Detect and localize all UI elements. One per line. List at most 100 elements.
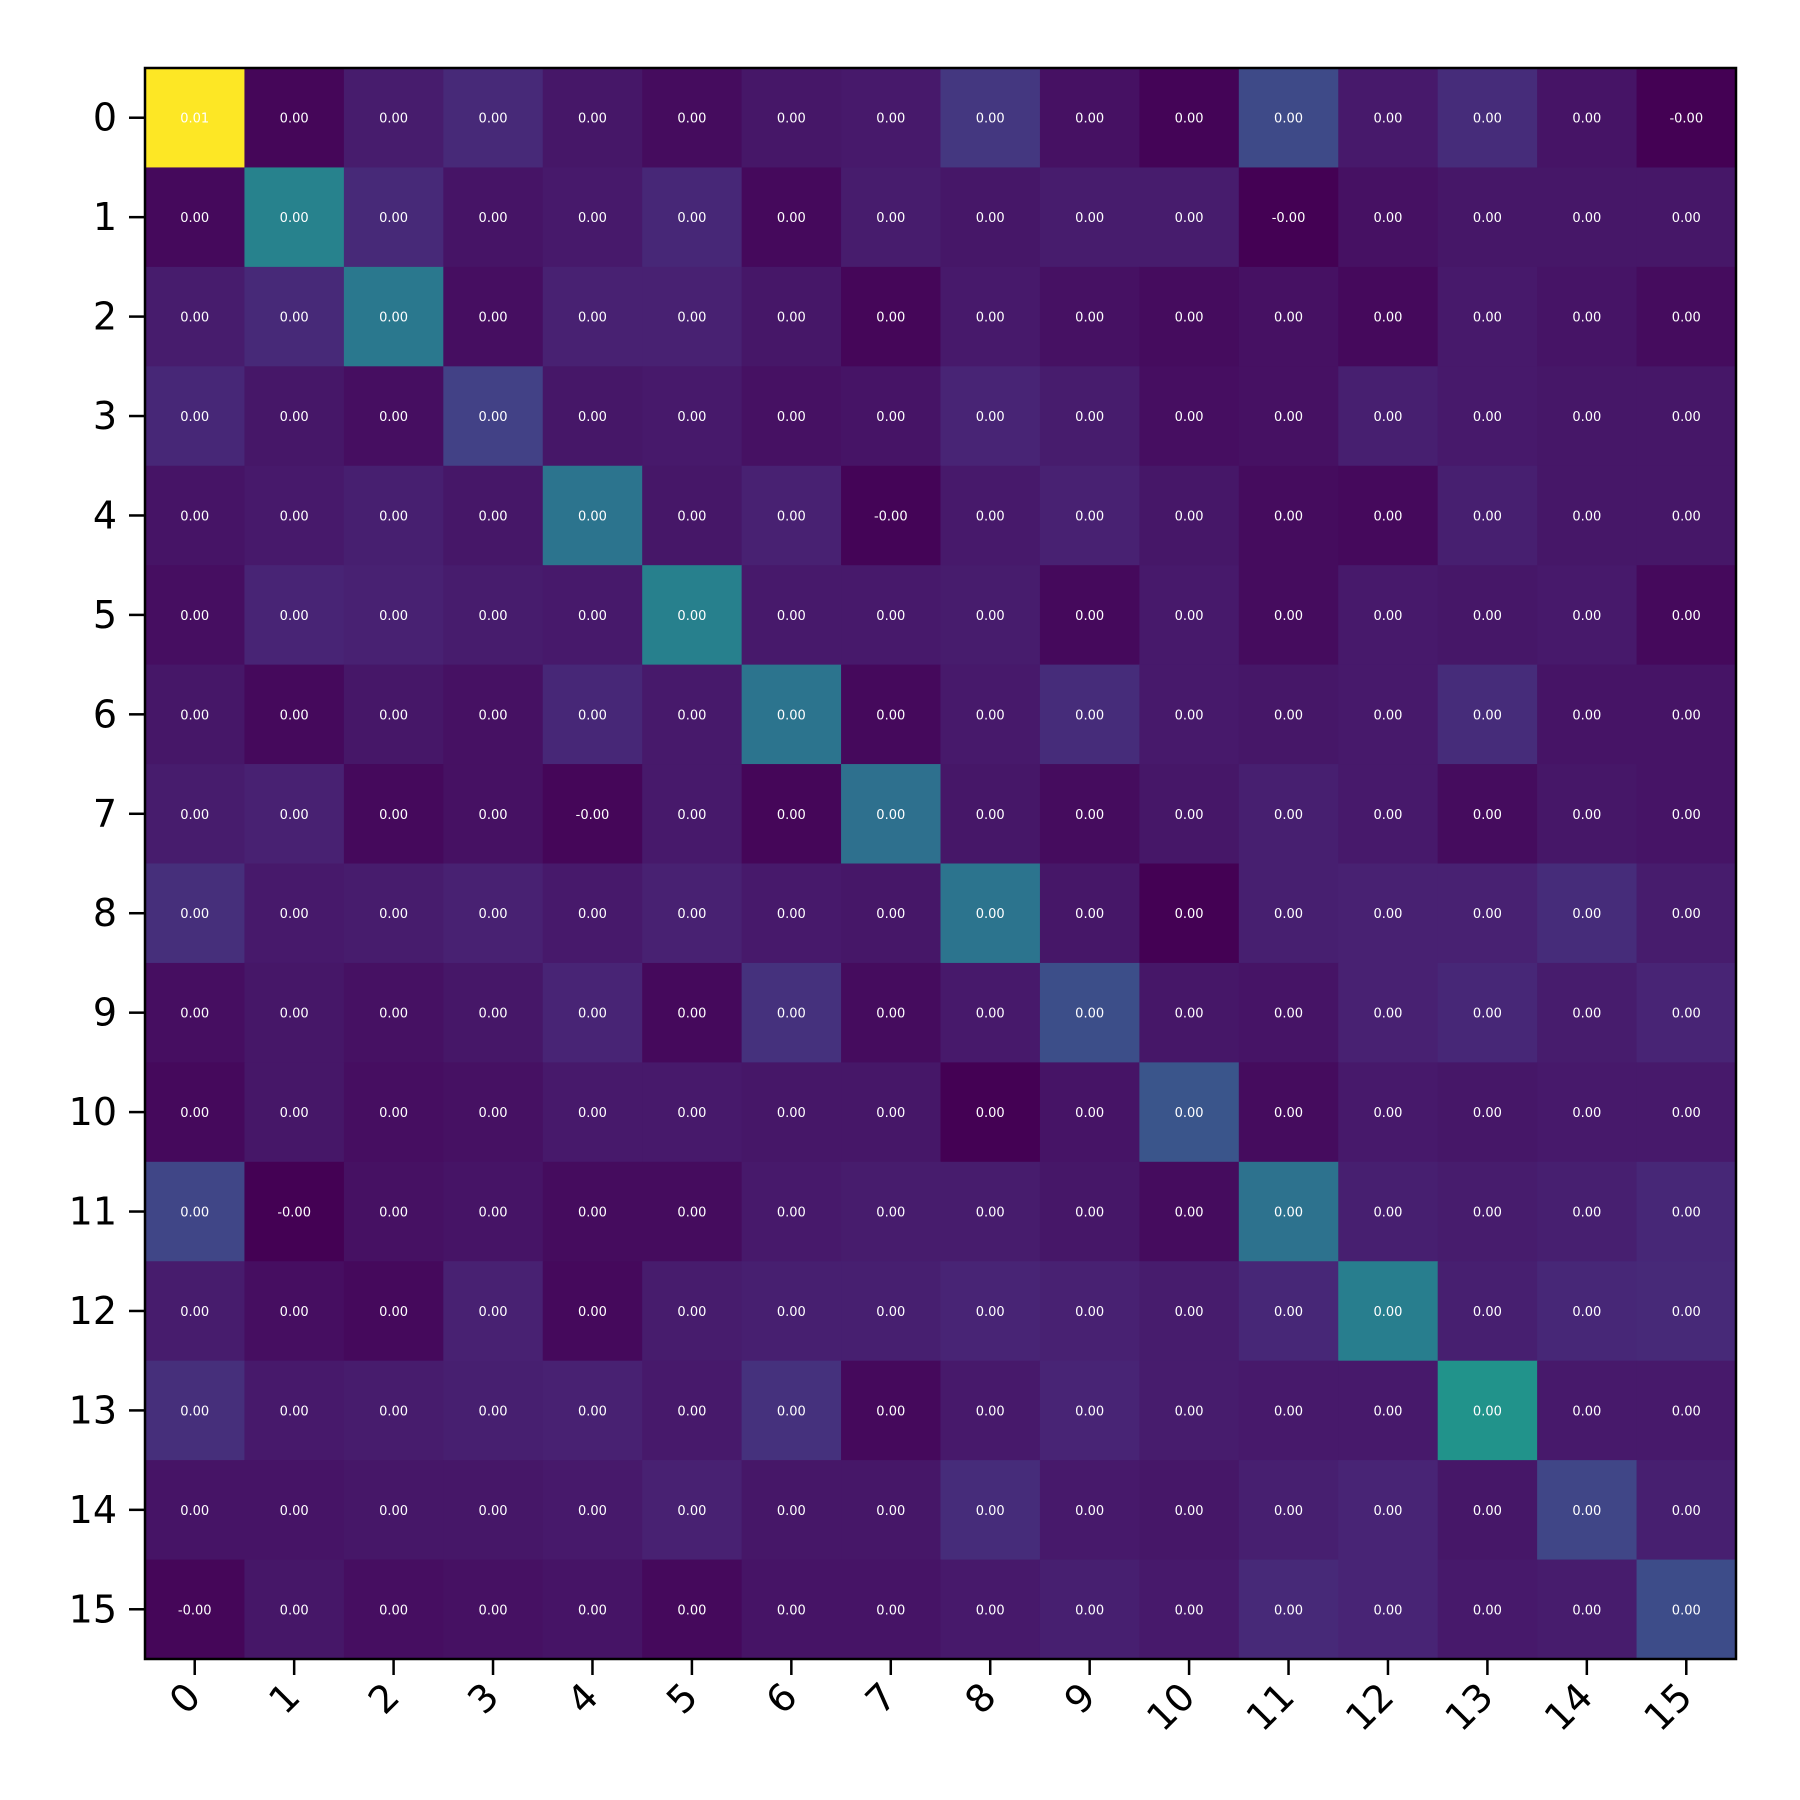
cell-value-label-r5-c4: 0.00 [578, 609, 607, 624]
heatmap-cell-r1-c0 [145, 167, 246, 268]
cell-value-label-r5-c14: 0.00 [1572, 609, 1601, 624]
heatmap-cell-r1-c11 [1238, 167, 1339, 268]
cell-value-label-r5-c11: 0.00 [1274, 609, 1303, 624]
cell-value-label-r11-c12: 0.00 [1373, 1206, 1402, 1221]
cell-value-label-r2-c0: 0.00 [180, 311, 209, 326]
cell-value-label-r13-c7: 0.00 [876, 1404, 905, 1419]
heatmap-cell-r10-c1 [244, 1062, 345, 1163]
cell-value-label-r9-c1: 0.00 [280, 1007, 309, 1022]
cell-value-label-r13-c11: 0.00 [1274, 1404, 1303, 1419]
heatmap-cell-r9-c3 [443, 962, 544, 1063]
heatmap-cell-r0-c8 [940, 68, 1041, 169]
heatmap-cell-r4-c10 [1139, 465, 1240, 566]
heatmap-cell-r0-c6 [741, 68, 842, 169]
heatmap-cell-r5-c5 [642, 565, 743, 666]
cell-value-label-r0-c5: 0.00 [677, 112, 706, 127]
heatmap-cell-r12-c9 [1039, 1261, 1140, 1362]
cell-value-label-r8-c15: 0.00 [1672, 907, 1701, 922]
cell-value-label-r4-c4: 0.00 [578, 509, 607, 524]
heatmap-cell-r3-c1 [244, 366, 345, 467]
cell-value-label-r6-c15: 0.00 [1672, 708, 1701, 723]
cell-value-label-r1-c12: 0.00 [1373, 211, 1402, 226]
cell-value-label-r11-c6: 0.00 [777, 1206, 806, 1221]
cell-value-label-r6-c9: 0.00 [1075, 708, 1104, 723]
cell-value-label-r9-c14: 0.00 [1572, 1007, 1601, 1022]
heatmap-cell-r4-c9 [1039, 465, 1140, 566]
cell-value-label-r2-c2: 0.00 [379, 311, 408, 326]
heatmap-cell-r13-c8 [940, 1360, 1041, 1461]
cell-value-label-r14-c2: 0.00 [379, 1504, 408, 1519]
heatmap-cell-r7-c15 [1636, 764, 1737, 865]
heatmap-cell-r2-c15 [1636, 266, 1737, 367]
heatmap-cell-r15-c4 [542, 1559, 643, 1660]
cell-value-label-r6-c4: 0.00 [578, 708, 607, 723]
heatmap-cell-r3-c3 [443, 366, 544, 467]
cell-value-label-r4-c13: 0.00 [1473, 509, 1502, 524]
cell-value-label-r9-c13: 0.00 [1473, 1007, 1502, 1022]
cell-value-label-r7-c15: 0.00 [1672, 808, 1701, 823]
cell-value-label-r10-c3: 0.00 [479, 1106, 508, 1121]
cell-value-label-r1-c1: 0.00 [280, 211, 309, 226]
heatmap-cell-r0-c10 [1139, 68, 1240, 169]
heatmap-cell-r14-c1 [244, 1460, 345, 1561]
heatmap-cell-r9-c7 [841, 962, 942, 1063]
cell-value-label-r14-c7: 0.00 [876, 1504, 905, 1519]
cell-value-label-r6-c1: 0.00 [280, 708, 309, 723]
heatmap-cell-r7-c10 [1139, 764, 1240, 865]
heatmap-cell-r8-c6 [741, 863, 842, 964]
heatmap-cell-r0-c4 [542, 68, 643, 169]
heatmap-cell-r7-c7 [841, 764, 942, 865]
cell-value-label-r1-c2: 0.00 [379, 211, 408, 226]
cell-value-label-r12-c15: 0.00 [1672, 1305, 1701, 1320]
heatmap-cell-r4-c15 [1636, 465, 1737, 566]
heatmap-cell-r10-c9 [1039, 1062, 1140, 1163]
cell-value-label-r10-c4: 0.00 [578, 1106, 607, 1121]
heatmap-cell-r6-c5 [642, 664, 743, 765]
heatmap-cell-r13-c5 [642, 1360, 743, 1461]
cell-value-label-r5-c9: 0.00 [1075, 609, 1104, 624]
heatmap-cell-r14-c9 [1039, 1460, 1140, 1561]
heatmap-cell-r12-c2 [343, 1261, 444, 1362]
heatmap-cell-r0-c12 [1338, 68, 1439, 169]
cell-value-label-r3-c14: 0.00 [1572, 410, 1601, 425]
cell-value-label-r0-c1: 0.00 [280, 112, 309, 127]
heatmap-cell-r8-c12 [1338, 863, 1439, 964]
heatmap-cell-r6-c8 [940, 664, 1041, 765]
heatmap-cell-r8-c1 [244, 863, 345, 964]
cell-value-label-r15-c7: 0.00 [876, 1603, 905, 1618]
heatmap-cell-r10-c7 [841, 1062, 942, 1163]
cell-value-label-r3-c8: 0.00 [976, 410, 1005, 425]
y-tick-label-10: 10 [69, 1090, 117, 1134]
heatmap-cell-r2-c7 [841, 266, 942, 367]
heatmap-cell-r15-c3 [443, 1559, 544, 1660]
cell-value-label-r10-c6: 0.00 [777, 1106, 806, 1121]
heatmap-cell-r1-c6 [741, 167, 842, 268]
cell-value-label-r15-c12: 0.00 [1373, 1603, 1402, 1618]
cell-value-label-r15-c2: 0.00 [379, 1603, 408, 1618]
heatmap-cell-r1-c5 [642, 167, 743, 268]
heatmap-cell-r5-c15 [1636, 565, 1737, 666]
cell-value-label-r0-c4: 0.00 [578, 112, 607, 127]
heatmap-cell-r5-c8 [940, 565, 1041, 666]
heatmap-cell-r14-c7 [841, 1460, 942, 1561]
heatmap-cell-r3-c7 [841, 366, 942, 467]
cell-value-label-r5-c5: 0.00 [677, 609, 706, 624]
heatmap-cell-r8-c13 [1437, 863, 1538, 964]
cell-value-label-r2-c15: 0.00 [1672, 311, 1701, 326]
heatmap-cell-r15-c15 [1636, 1559, 1737, 1660]
cell-value-label-r7-c1: 0.00 [280, 808, 309, 823]
heatmap-cell-r12-c12 [1338, 1261, 1439, 1362]
cell-value-label-r3-c10: 0.00 [1175, 410, 1204, 425]
cell-value-label-r11-c11: 0.00 [1274, 1206, 1303, 1221]
heatmap-cell-r13-c12 [1338, 1360, 1439, 1461]
heatmap-cell-r3-c12 [1338, 366, 1439, 467]
heatmap-cell-r9-c1 [244, 962, 345, 1063]
cell-value-label-r7-c7: 0.00 [876, 808, 905, 823]
heatmap-cell-r10-c12 [1338, 1062, 1439, 1163]
heatmap-cell-r2-c8 [940, 266, 1041, 367]
heatmap-cell-r3-c4 [542, 366, 643, 467]
heatmap-cell-r7-c4 [542, 764, 643, 865]
cell-value-label-r3-c15: 0.00 [1672, 410, 1701, 425]
heatmap-cell-r6-c9 [1039, 664, 1140, 765]
cell-value-label-r1-c9: 0.00 [1075, 211, 1104, 226]
